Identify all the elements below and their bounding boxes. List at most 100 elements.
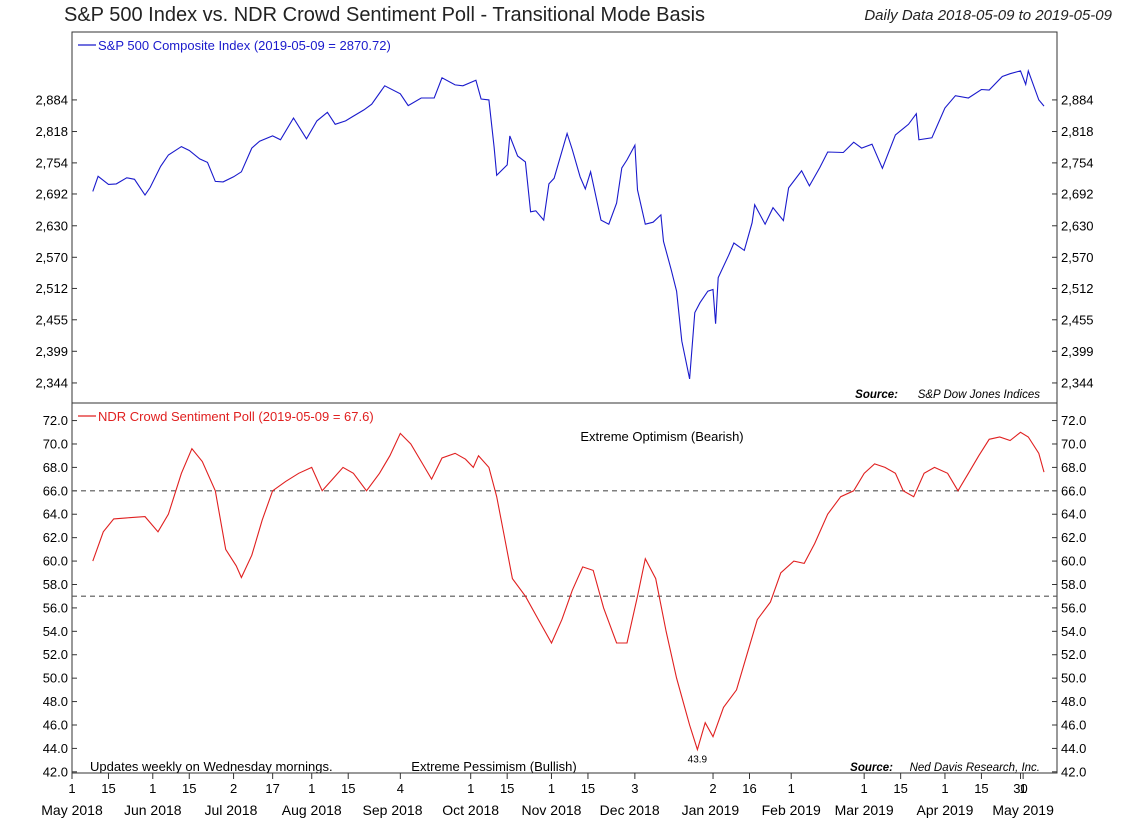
bottom-y-tick-label-right: 42.0 [1061,764,1086,779]
x-day-tick-label: 1 [788,781,795,796]
bottom-y-tick-label-left: 46.0 [43,717,68,732]
bottom-y-tick-label-left: 66.0 [43,483,68,498]
bottom-y-tick-label-right: 48.0 [1061,694,1086,709]
top-source-text: S&P Dow Jones Indices [918,389,1041,401]
x-day-tick-label: 3 [631,781,638,796]
bottom-y-tick-label-right: 56.0 [1061,600,1086,615]
top-source-label: Source: [855,389,898,401]
top-y-tick-label-right: 2,754 [1061,155,1094,170]
x-day-tick-label: 15 [101,781,115,796]
top-y-tick-label-right: 2,630 [1061,218,1094,233]
x-month-label: May 2018 [41,802,103,818]
bottom-y-tick-label-left: 56.0 [43,600,68,615]
bottom-y-tick-label-left: 68.0 [43,460,68,475]
bottom-y-tick-label-right: 64.0 [1061,507,1086,522]
x-day-tick-label: 1 [548,781,555,796]
top-y-tick-label-left: 2,512 [35,281,68,296]
extreme-optimism-label: Extreme Optimism (Bearish) [580,429,743,444]
bottom-y-tick-label-right: 68.0 [1061,460,1086,475]
x-day-tick-label: 1 [308,781,315,796]
bottom-y-tick-label-left: 44.0 [43,741,68,756]
top-y-tick-label-right: 2,344 [1061,375,1094,390]
top-y-tick-label-right: 2,399 [1061,344,1094,359]
top-panel-frame [71,31,1058,404]
bottom-y-tick-label-left: 62.0 [43,530,68,545]
x-day-tick-label: 15 [341,781,355,796]
top-y-tick-label-left: 2,692 [35,186,68,201]
x-day-tick-label: 15 [893,781,907,796]
bottom-y-tick-label-right: 44.0 [1061,741,1086,756]
extreme-pessimism-label: Extreme Pessimism (Bullish) [411,759,576,774]
x-month-label: Oct 2018 [442,802,499,818]
bottom-y-tick-label-left: 48.0 [43,694,68,709]
x-day-tick-label: 1 [149,781,156,796]
x-day-tick-label: 17 [265,781,279,796]
top-y-tick-label-left: 2,754 [35,155,68,170]
x-month-label: Jul 2018 [204,802,257,818]
update-note: Updates weekly on Wednesday mornings. [90,759,333,774]
x-month-label: Mar 2019 [835,802,894,818]
threshold-lines [72,490,1057,597]
x-day-tick-label: 30 [1013,781,1027,796]
x-day-tick-label: 1 [941,781,948,796]
top-y-tick-label-right: 2,455 [1061,312,1094,327]
x-month-label: Jan 2019 [682,802,740,818]
bottom-y-tick-label-left: 64.0 [43,507,68,522]
top-y-tick-label-left: 2,344 [35,375,68,390]
ndr-series-line [92,431,1045,752]
top-y-tick-label-left: 2,399 [35,344,68,359]
x-month-label: Jun 2018 [124,802,182,818]
x-day-tick-label: 1 [861,781,868,796]
top-y-tick-label-right: 2,512 [1061,281,1094,296]
x-day-tick-label: 15 [974,781,988,796]
top-y-tick-label-right: 2,884 [1061,92,1094,107]
top-y-tick-label-left: 2,818 [35,124,68,139]
bottom-y-axis: 42.0 42.0 44.0 44.0 46.0 46.0 48.0 48.0 50.0 50.0… [43,413,1087,779]
bottom-panel-frame [71,402,1058,774]
x-day-tick-label: 15 [182,781,196,796]
bottom-y-tick-label-right: 58.0 [1061,577,1086,592]
x-month-label: Apr 2019 [917,802,974,818]
chart-title: S&P 500 Index vs. NDR Crowd Sentiment Po… [64,4,706,26]
top-y-tick-label-right: 2,692 [1061,186,1094,201]
bottom-y-tick-label-right: 62.0 [1061,530,1086,545]
bottom-y-tick-label-left: 70.0 [43,436,68,451]
min-value-label: 43.9 [688,755,708,766]
bottom-y-tick-label-left: 72.0 [43,413,68,428]
bottom-y-tick-label-left: 50.0 [43,671,68,686]
bottom-y-tick-label-left: 42.0 [43,764,68,779]
bottom-y-tick-label-right: 70.0 [1061,436,1086,451]
x-month-label: Sep 2018 [363,802,423,818]
bottom-y-tick-label-right: 50.0 [1061,671,1086,686]
bottom-y-tick-label-right: 60.0 [1061,554,1086,569]
bottom-y-tick-label-left: 60.0 [43,554,68,569]
top-legend: S&P 500 Composite Index (2019-05-09 = 28… [98,38,391,53]
bottom-y-tick-label-right: 54.0 [1061,624,1086,639]
x-day-tick-label: 15 [581,781,595,796]
x-day-tick-label: 2 [230,781,237,796]
x-day-tick-label: 15 [500,781,514,796]
sp500-series-line [92,68,1045,380]
x-month-label: Dec 2018 [600,802,660,818]
bottom-legend: NDR Crowd Sentiment Poll (2019-05-09 = 6… [98,409,374,424]
top-y-tick-label-left: 2,630 [35,218,68,233]
bottom-y-tick-label-left: 54.0 [43,624,68,639]
top-y-tick-label-right: 2,570 [1061,250,1094,265]
x-day-tick-label: 1 [467,781,474,796]
bottom-y-tick-label-right: 72.0 [1061,413,1086,428]
top-y-tick-label-left: 2,455 [35,312,68,327]
top-y-tick-label-left: 2,884 [35,92,68,107]
bottom-source-text: Ned Davis Research, Inc. [910,762,1040,774]
x-day-tick-label: 4 [397,781,404,796]
bottom-y-tick-label-right: 52.0 [1061,647,1086,662]
bottom-y-tick-label-right: 46.0 [1061,717,1086,732]
x-month-label: Aug 2018 [282,802,342,818]
x-day-tick-label: 16 [742,781,756,796]
top-y-axis: 2,344 2,344 2,399 2,399 2,455 2,455 2,512 2,512… [35,92,1093,390]
x-month-label: May 2019 [992,802,1054,818]
x-day-tick-label: 1 [68,781,75,796]
x-day-tick-label: 1 [1020,781,1027,796]
bottom-y-tick-label-left: 58.0 [43,577,68,592]
